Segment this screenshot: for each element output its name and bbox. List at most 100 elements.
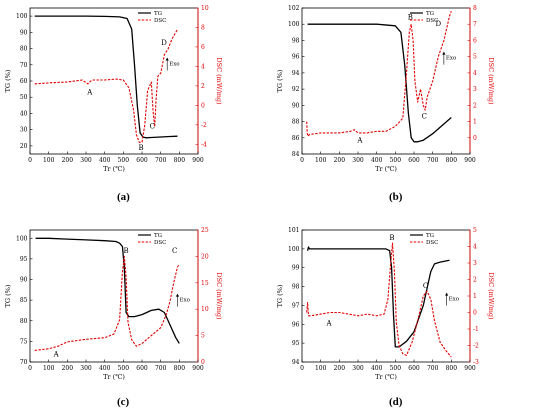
y-left-tick-label: 30	[20, 127, 28, 134]
x-axis-title: Tr (℃)	[375, 165, 397, 173]
y-right-tick-label: 10	[201, 5, 209, 12]
annotation-b: B	[138, 144, 143, 152]
annotation-a: A	[356, 137, 363, 145]
series-tg	[35, 237, 180, 344]
x-tick-label: 600	[136, 157, 148, 164]
panel-label-c: (c)	[117, 396, 130, 408]
y-left-tick-label: 20	[20, 143, 28, 150]
y-left-tick-label: 90	[20, 29, 28, 36]
panel-label-a: (a)	[117, 191, 130, 203]
x-tick-label: 300	[352, 157, 364, 164]
y-left-tick-label: 96	[292, 54, 300, 61]
y-right-tick-label: 0	[473, 135, 477, 142]
x-tick-label: 100	[315, 365, 327, 372]
y-left-tick-label: 96	[292, 321, 300, 328]
y-right-tick-label: 0	[473, 310, 477, 317]
x-tick-label: 900	[464, 157, 476, 164]
y-right-axis-title: DSC (mW/mg)	[487, 272, 495, 320]
y-right-tick-label: 4	[201, 63, 205, 70]
legend-label-dsc: DSC	[426, 240, 438, 246]
y-left-tick-label: 60	[20, 78, 28, 85]
y-right-tick-label: 20	[201, 253, 209, 260]
legend-label-tg: TG	[154, 233, 162, 239]
exo-arrowhead-icon	[165, 57, 169, 61]
y-right-axis-title: DSC (mW/mg)	[215, 57, 223, 105]
y-left-tick-label: 102	[288, 5, 300, 12]
panel-d: 0 100 200 300 400 500 600 700 800 900 94 95 96 97 98 99…	[276, 227, 495, 381]
y-left-axis-title: TG (%)	[276, 69, 284, 92]
y-right-tick-label: 6	[201, 44, 205, 51]
y-left-tick-label: 100	[288, 246, 300, 253]
y-right-tick-label: 1	[473, 293, 477, 300]
exo-label: Exo	[449, 297, 460, 303]
x-tick-label: 900	[192, 365, 204, 372]
x-axis-title: Tr (℃)	[375, 373, 397, 381]
series-dsc	[34, 255, 180, 351]
x-tick-label: 600	[136, 365, 148, 372]
y-right-tick-label: 8	[473, 5, 477, 12]
annotation-a: A	[326, 320, 333, 328]
x-tick-label: 200	[62, 157, 74, 164]
x-tick-label: 700	[155, 157, 167, 164]
y-left-axis-title: TG (%)	[4, 69, 12, 92]
y-left-axis-title: TG (%)	[4, 284, 12, 307]
panel-label-b: (b)	[389, 191, 403, 203]
y-right-tick-label: 4	[473, 244, 477, 251]
y-left-tick-label: 80	[20, 46, 28, 53]
annotation-d: D	[435, 20, 441, 28]
x-axis-title: Tr (℃)	[103, 373, 125, 381]
y-right-axis-title: DSC (mW/mg)	[215, 272, 223, 320]
x-tick-label: 800	[446, 157, 458, 164]
legend-label-dsc: DSC	[426, 18, 438, 24]
y-right-tick-label: 2	[473, 102, 477, 109]
x-tick-label: 100	[43, 365, 55, 372]
y-right-tick-label: 2	[473, 277, 477, 284]
annotation-c: C	[172, 247, 177, 255]
y-left-tick-label: 75	[20, 338, 28, 345]
y-right-tick-label: 0	[201, 359, 205, 366]
annotation-a: A	[86, 89, 93, 97]
y-right-tick-label: 6	[473, 37, 477, 44]
y-left-tick-label: 80	[20, 318, 28, 325]
x-tick-label: 200	[62, 365, 74, 372]
y-right-tick-label: 10	[201, 306, 209, 313]
x-tick-label: 0	[300, 365, 304, 372]
series-dsc	[306, 11, 452, 137]
y-left-tick-label: 40	[20, 110, 28, 117]
legend-label-dsc: DSC	[154, 240, 166, 246]
y-left-tick-label: 100	[16, 13, 28, 20]
plot-frame	[301, 229, 471, 363]
legend-label-dsc: DSC	[154, 18, 166, 24]
y-left-tick-label: 94	[292, 359, 300, 366]
x-tick-label: 400	[99, 365, 111, 372]
annotation-c: C	[150, 123, 155, 131]
y-right-tick-label: -4	[201, 141, 207, 148]
x-tick-label: 600	[408, 365, 420, 372]
exo-arrowhead-icon	[175, 293, 180, 297]
x-tick-label: 100	[43, 157, 55, 164]
x-tick-label: 500	[118, 157, 130, 164]
y-left-tick-label: 97	[292, 302, 300, 309]
y-right-tick-label: 7	[473, 21, 477, 28]
y-right-tick-label: -2	[201, 122, 207, 129]
series-dsc	[34, 29, 178, 143]
x-tick-label: 500	[390, 157, 402, 164]
y-right-tick-label: 8	[201, 24, 205, 31]
y-left-tick-label: 98	[292, 284, 300, 291]
y-left-tick-label: 94	[292, 70, 300, 77]
y-left-tick-label: 100	[16, 235, 28, 242]
y-left-tick-label: 90	[20, 277, 28, 284]
panel-label-d: (d)	[389, 396, 403, 408]
x-axis-title: Tr (℃)	[103, 165, 125, 173]
y-left-tick-label: 101	[288, 227, 299, 234]
exo-arrowhead-icon	[442, 51, 446, 55]
annotation-b: B	[389, 234, 394, 242]
y-left-tick-label: 88	[292, 119, 300, 126]
y-left-tick-label: 95	[20, 256, 28, 263]
exo-arrowhead-icon	[445, 292, 449, 296]
x-tick-label: 900	[464, 365, 476, 372]
x-tick-label: 800	[174, 157, 186, 164]
annotation-a: A	[53, 351, 60, 359]
x-tick-label: 700	[427, 157, 439, 164]
